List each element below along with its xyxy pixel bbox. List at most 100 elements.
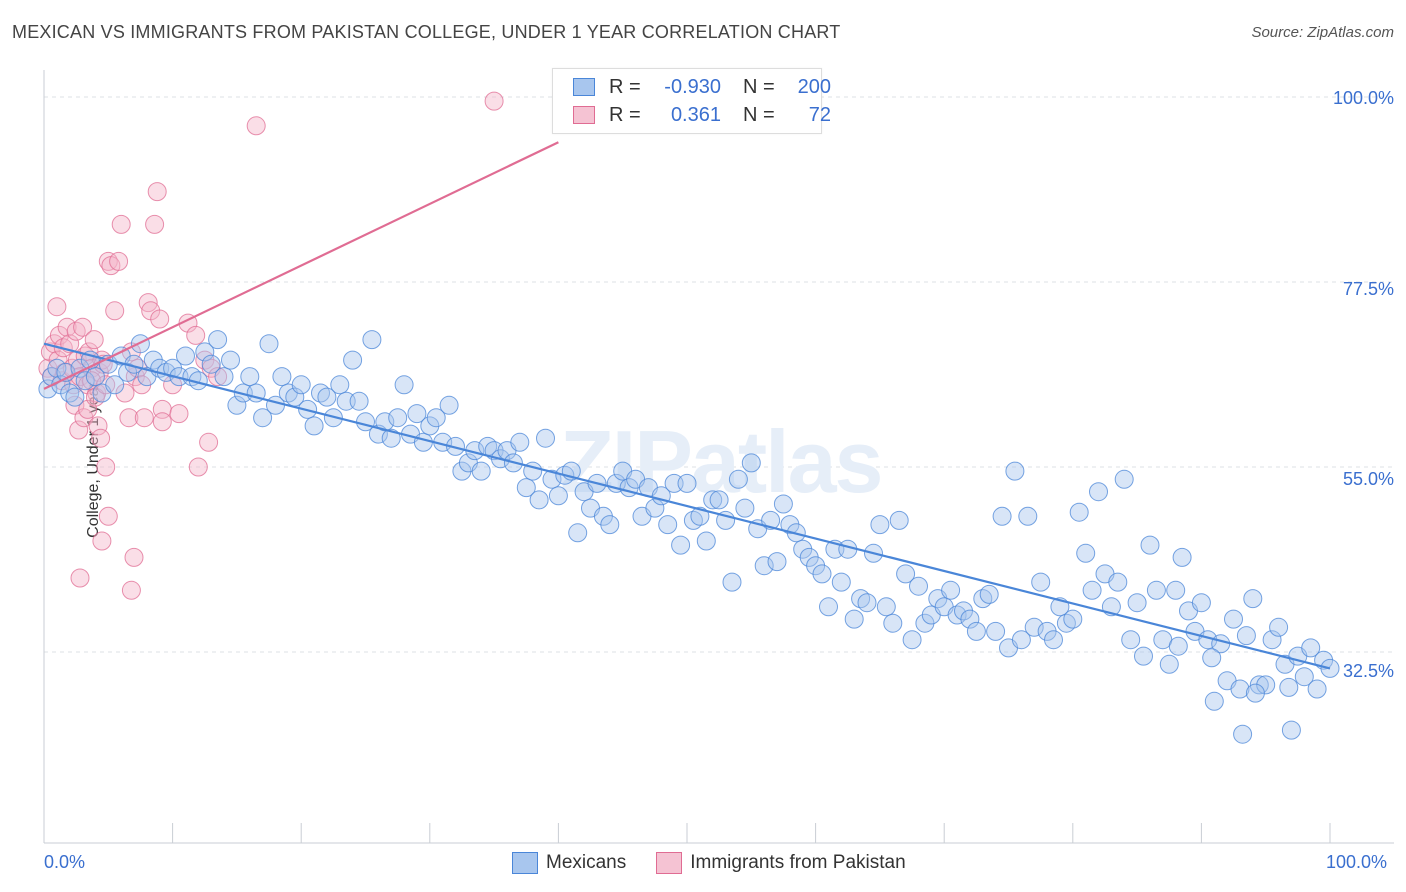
data-point (47, 297, 67, 317)
data-point (48, 350, 68, 370)
data-point (246, 116, 266, 136)
data-point (330, 375, 350, 395)
data-point (870, 515, 890, 535)
trend-line (43, 141, 559, 390)
data-point (1191, 593, 1211, 613)
data-point (253, 408, 273, 428)
data-point (1301, 638, 1321, 658)
data-point (1121, 630, 1141, 650)
legend-item-mexicans: Mexicans (512, 852, 626, 874)
legend-r-label: R = (609, 75, 641, 98)
data-point (208, 367, 228, 387)
data-point (96, 457, 116, 477)
data-point (658, 515, 678, 535)
trend-line (43, 342, 1331, 670)
y-tick-label: 77.5% (1342, 279, 1394, 299)
data-point (819, 597, 838, 617)
correlation-legend: R = -0.930 N = 200 R = 0.361 N = 72 (552, 68, 831, 134)
chart-title: MEXICAN VS IMMIGRANTS FROM PAKISTAN COLL… (12, 22, 841, 42)
data-point (728, 469, 748, 489)
legend-swatch-pakistan (573, 106, 595, 124)
legend-r-value: -0.930 (664, 75, 721, 98)
legend-n-label: N = (743, 75, 775, 98)
data-point (1159, 654, 1179, 674)
data-point (152, 412, 172, 432)
data-point (1031, 572, 1051, 592)
data-point (304, 416, 324, 436)
data-point (909, 576, 928, 596)
data-point (214, 367, 234, 387)
data-point (992, 506, 1012, 526)
data-point (529, 490, 549, 510)
data-point (115, 383, 135, 403)
data-point (703, 490, 723, 510)
legend-n-value: 72 (808, 103, 831, 126)
axes (43, 70, 1394, 844)
data-point (1018, 506, 1038, 526)
data-point (1011, 630, 1031, 650)
data-point (754, 556, 774, 576)
data-point (105, 375, 125, 395)
data-point (92, 531, 112, 551)
data-point (664, 473, 684, 493)
legend-label-pakistan: Immigrants from Pakistan (690, 852, 906, 873)
data-point (1069, 502, 1089, 522)
trend-lines (43, 141, 1331, 670)
data-point (1146, 580, 1166, 600)
data-point (1044, 630, 1063, 650)
data-point (844, 609, 864, 629)
data-point (145, 214, 165, 234)
data-point (362, 330, 382, 350)
data-point (381, 428, 401, 448)
data-point (1168, 636, 1188, 656)
data-point (84, 330, 104, 350)
data-point (70, 568, 90, 588)
data-point (767, 552, 787, 572)
legend-n-value: 200 (797, 75, 831, 98)
data-point (88, 416, 108, 436)
legend-swatch-mexicans (573, 78, 595, 96)
data-point (902, 630, 922, 650)
data-point (773, 494, 793, 514)
data-point (186, 325, 206, 345)
x-tick-label-right: 100.0% (1326, 852, 1388, 872)
data-point (85, 367, 105, 387)
data-point (471, 461, 491, 481)
data-point (1024, 617, 1044, 637)
data-point (645, 498, 665, 518)
data-point (426, 408, 446, 428)
data-point (1076, 543, 1096, 563)
data-point (1243, 589, 1263, 609)
data-point (516, 478, 536, 498)
data-point (941, 580, 961, 600)
data-point (1256, 675, 1276, 695)
data-point (735, 498, 755, 518)
data-point (1204, 691, 1224, 711)
legend-swatch-mexicans (512, 852, 538, 874)
data-point (709, 490, 729, 510)
data-point (169, 404, 189, 424)
data-point (1307, 679, 1327, 699)
data-point (831, 572, 851, 592)
data-point (188, 457, 208, 477)
data-point (671, 535, 691, 555)
data-point (259, 334, 279, 354)
data-point (722, 572, 742, 592)
data-point (1140, 535, 1160, 555)
legend-r-label: R = (609, 103, 641, 126)
x-tick-label-left: 0.0% (44, 852, 86, 872)
data-point (883, 613, 903, 633)
source-label: Source: ZipAtlas.com (1251, 24, 1394, 41)
data-point (124, 547, 144, 567)
legend-n-label: N = (743, 103, 775, 126)
data-point (1108, 572, 1128, 592)
y-tick-label: 55.0% (1342, 469, 1394, 489)
data-point (1236, 626, 1256, 646)
y-tick-label: 32.5% (1342, 661, 1394, 681)
data-point (272, 367, 292, 387)
data-point (536, 428, 555, 448)
data-point (1172, 547, 1192, 567)
data-point (1202, 648, 1222, 668)
data-point (75, 371, 95, 391)
